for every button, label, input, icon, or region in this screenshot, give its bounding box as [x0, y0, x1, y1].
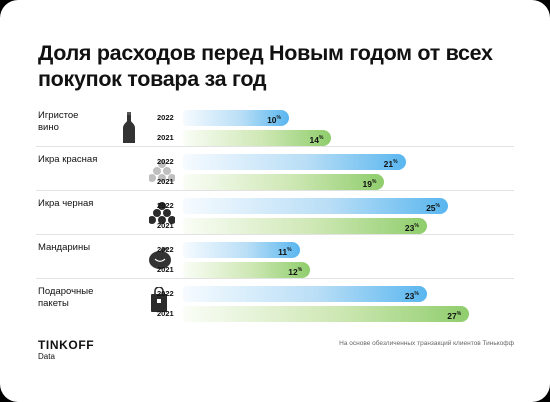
data-label: 11% — [278, 244, 291, 258]
percent-sign: % — [414, 223, 419, 229]
data-label-value: 23 — [404, 291, 415, 301]
bar-2022: 10% — [183, 110, 289, 126]
bar-2022: 23% — [183, 286, 427, 302]
row-divider — [36, 234, 514, 235]
row-divider — [36, 190, 514, 191]
year-label: 2022 — [157, 289, 174, 298]
percent-sign: % — [435, 203, 440, 209]
data-label-value: 12 — [288, 267, 298, 277]
data-label: 25% — [426, 200, 440, 214]
percent-sign: % — [456, 311, 462, 317]
data-label-value: 23 — [404, 223, 415, 233]
gift-bag-icon — [149, 286, 169, 318]
percent-sign: % — [371, 179, 377, 185]
data-label-value: 25 — [426, 203, 436, 213]
data-label: 12% — [288, 264, 302, 278]
chart-title: Доля расходов перед Новым годом от всех … — [38, 41, 493, 91]
category-label: Икра черная — [38, 198, 94, 209]
bottle-icon — [121, 112, 137, 149]
brand-logo: TINKOFF — [38, 338, 95, 352]
year-label: 2022 — [157, 157, 174, 166]
year-label: 2022 — [157, 113, 174, 122]
percent-sign: % — [276, 115, 281, 121]
year-label: 2021 — [157, 133, 174, 142]
data-label-value: 21 — [383, 159, 394, 169]
data-label: 19% — [362, 176, 376, 190]
year-label: 2022 — [157, 245, 174, 254]
bar-2022: 21% — [183, 154, 406, 170]
data-label-value: 14 — [309, 135, 319, 145]
percent-sign: % — [287, 247, 292, 253]
bar-2021: 23% — [183, 218, 427, 234]
tangerine-icon — [147, 246, 173, 275]
black-caviar-icon — [148, 202, 176, 229]
source-footnote: На основе обезличенных транзакций клиент… — [339, 340, 514, 347]
red-caviar-icon — [148, 160, 176, 187]
brand-subtitle: Data — [38, 352, 55, 361]
data-label-value: 10 — [267, 115, 277, 125]
data-label: 23% — [405, 288, 419, 302]
category-label: Подарочные пакеты — [38, 286, 94, 309]
year-label: 2021 — [157, 265, 174, 274]
bar-2021: 14% — [183, 130, 332, 146]
bar-2022: 25% — [183, 198, 448, 214]
percent-sign: % — [318, 135, 324, 141]
data-label: 14% — [309, 132, 323, 146]
data-label: 10% — [267, 112, 281, 126]
data-label-value: 11 — [278, 247, 288, 257]
data-label-value: 19 — [362, 179, 372, 189]
bar-2022: 11% — [183, 242, 300, 258]
percent-sign: % — [297, 267, 303, 273]
category-label: Икра красная — [38, 154, 98, 165]
bar-2021: 19% — [183, 174, 385, 190]
year-label: 2021 — [157, 309, 174, 318]
category-label: Игристое вино — [38, 110, 79, 133]
year-label: 2022 — [157, 201, 174, 210]
row-divider — [36, 278, 514, 279]
data-label: 27% — [447, 308, 461, 322]
category-label: Мандарины — [38, 242, 91, 253]
percent-sign: % — [414, 291, 419, 297]
row-divider — [36, 146, 514, 147]
bar-2021: 27% — [183, 306, 470, 322]
data-label: 23% — [405, 220, 419, 234]
percent-sign: % — [393, 159, 398, 165]
data-label: 21% — [384, 156, 398, 170]
year-label: 2021 — [157, 177, 174, 186]
year-label: 2021 — [157, 221, 174, 230]
data-label-value: 27 — [447, 311, 457, 321]
bar-2021: 12% — [183, 262, 311, 278]
